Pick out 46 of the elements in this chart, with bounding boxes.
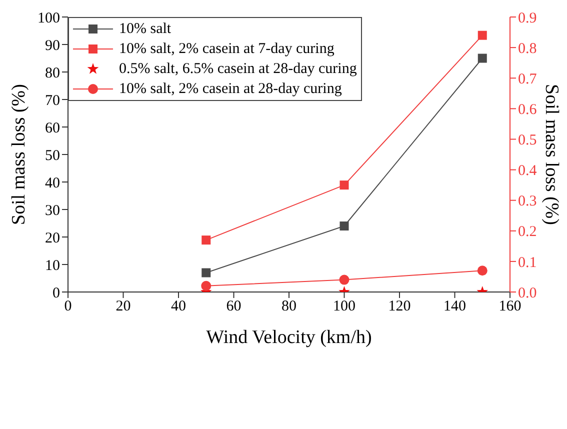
y-tick-label: 20 xyxy=(45,230,60,246)
y2-tick-label: 0.2 xyxy=(518,224,537,240)
x-tick-label: 160 xyxy=(498,298,522,315)
y2-tick-label: 0.9 xyxy=(518,10,537,26)
y2-tick-label: 0.5 xyxy=(518,132,537,149)
legend-label: 0.5% salt, 6.5% casein at 28-day curing xyxy=(119,60,357,78)
y-tick-label: 60 xyxy=(45,120,60,136)
legend-label: 10% salt, 2% casein at 28-day curing xyxy=(119,80,342,98)
y-tick-label: 0 xyxy=(52,285,60,302)
y2-axis-title: Soil mass loss (%) xyxy=(540,84,562,225)
x-tick-label: 60 xyxy=(226,298,242,315)
legend-label: 10% salt, 2% casein at 7-day curing xyxy=(119,40,334,58)
y-tick-label: 80 xyxy=(45,65,60,82)
x-tick-label: 40 xyxy=(171,298,186,315)
point xyxy=(201,280,212,291)
y2-tick-label: 0.8 xyxy=(518,40,537,57)
y-tick-label: 70 xyxy=(45,92,60,109)
y2-tick-label: 0.0 xyxy=(518,285,537,302)
y-tick-label: 30 xyxy=(45,202,60,219)
legend-label: 10% salt xyxy=(119,20,172,38)
y2-tick-label: 0.6 xyxy=(518,102,538,118)
x-tick-label: 120 xyxy=(388,298,411,315)
y2-tick-label: 0.4 xyxy=(518,163,538,180)
point xyxy=(340,180,349,190)
x-axis-title: Wind Velocity (km/h) xyxy=(206,327,372,348)
y-axis-title: Soil mass loss (%) xyxy=(8,84,30,225)
y-tick-label: 50 xyxy=(45,148,60,164)
point xyxy=(477,266,488,276)
x-tick-label: 140 xyxy=(444,298,466,315)
point xyxy=(478,54,487,63)
y-tick-label: 100 xyxy=(38,10,60,26)
x-tick-label: 0 xyxy=(64,298,72,315)
y2-tick-label: 0.3 xyxy=(518,194,537,210)
point xyxy=(202,236,211,245)
point xyxy=(340,222,349,230)
y-tick-label: 10 xyxy=(45,258,60,274)
point xyxy=(478,30,487,40)
y2-tick-label: 0.1 xyxy=(518,254,537,271)
x-tick-label: 80 xyxy=(282,298,296,315)
x-tick-label: 100 xyxy=(333,298,356,315)
y-tick-label: 40 xyxy=(45,175,60,192)
y-tick-label: 90 xyxy=(45,38,60,54)
point xyxy=(202,268,211,278)
x-tick-label: 20 xyxy=(116,298,131,315)
point xyxy=(339,274,350,285)
y2-tick-label: 0.7 xyxy=(518,71,538,88)
